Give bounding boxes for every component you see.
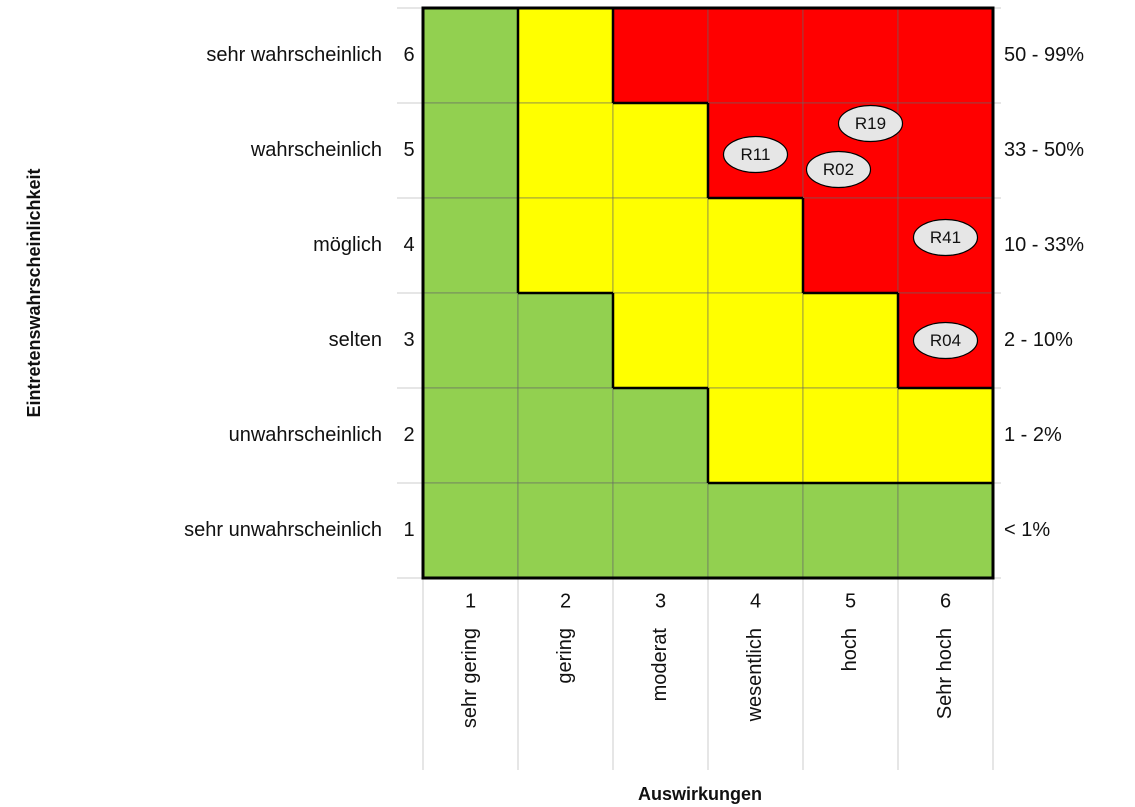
cell — [802, 387, 899, 484]
risk-label: R19 — [855, 114, 886, 133]
cell — [802, 7, 899, 104]
cell — [422, 197, 519, 294]
row-level: 1 — [403, 519, 414, 541]
risk-marker — [805, 150, 872, 189]
cell — [612, 197, 709, 294]
risk-label: R02 — [823, 160, 854, 179]
cell — [517, 292, 614, 389]
risk-marker — [837, 104, 904, 143]
cell — [897, 7, 994, 104]
row-level: 4 — [403, 234, 414, 256]
matrix-border — [421, 6, 995, 580]
cell — [422, 292, 519, 389]
risk-marker — [912, 321, 979, 360]
row-level: 2 — [403, 424, 414, 446]
cell — [517, 7, 614, 104]
cell — [707, 292, 804, 389]
risk-marker — [912, 218, 979, 257]
x-axis-title: Auswirkungen — [638, 784, 762, 804]
col-label: Sehr hoch — [934, 628, 956, 719]
col-label: wesentlich — [744, 628, 766, 722]
row-range: 2 - 10% — [1004, 329, 1073, 351]
row-label: unwahrscheinlich — [229, 424, 382, 446]
cell — [707, 482, 804, 579]
cell — [612, 102, 709, 199]
row-range: 33 - 50% — [1004, 139, 1084, 161]
col-level: 2 — [560, 590, 571, 612]
row-level: 6 — [403, 44, 414, 66]
risk-label: R41 — [930, 228, 961, 247]
row-label: möglich — [313, 234, 382, 256]
cell — [422, 387, 519, 484]
cell — [802, 482, 899, 579]
col-level: 6 — [940, 590, 951, 612]
cell — [517, 197, 614, 294]
cell — [802, 292, 899, 389]
risk-label: R11 — [741, 145, 771, 164]
col-level: 1 — [465, 590, 476, 612]
cell — [897, 482, 994, 579]
row-label: wahrscheinlich — [250, 139, 382, 161]
row-label: selten — [329, 329, 382, 351]
risk-marker — [722, 135, 789, 174]
cell — [612, 387, 709, 484]
cell — [422, 482, 519, 579]
cell — [612, 482, 709, 579]
row-range: < 1% — [1004, 519, 1050, 541]
row-level: 5 — [403, 139, 414, 161]
col-level: 4 — [750, 590, 761, 612]
cell — [422, 102, 519, 199]
cell — [422, 7, 519, 104]
cell — [897, 387, 994, 484]
cell — [802, 197, 899, 294]
cell — [707, 387, 804, 484]
row-range: 1 - 2% — [1004, 424, 1062, 446]
col-label: hoch — [839, 628, 861, 671]
col-label: gering — [554, 628, 576, 684]
col-label: sehr gering — [459, 628, 481, 728]
cell — [612, 7, 709, 104]
risk-label: R04 — [930, 331, 961, 350]
col-level: 5 — [845, 590, 856, 612]
col-label: moderat — [649, 628, 671, 702]
cell — [517, 482, 614, 579]
row-range: 50 - 99% — [1004, 44, 1084, 66]
cell — [517, 387, 614, 484]
cell — [517, 102, 614, 199]
row-range: 10 - 33% — [1004, 234, 1084, 256]
row-level: 3 — [403, 329, 414, 351]
cell — [612, 292, 709, 389]
row-label: sehr wahrscheinlich — [206, 44, 382, 66]
cell — [707, 7, 804, 104]
y-axis-title: Eintretenswahrscheinlichkeit — [24, 168, 44, 417]
row-label: sehr unwahrscheinlich — [184, 519, 382, 541]
cell — [707, 197, 804, 294]
cell — [897, 102, 994, 199]
col-level: 3 — [655, 590, 666, 612]
